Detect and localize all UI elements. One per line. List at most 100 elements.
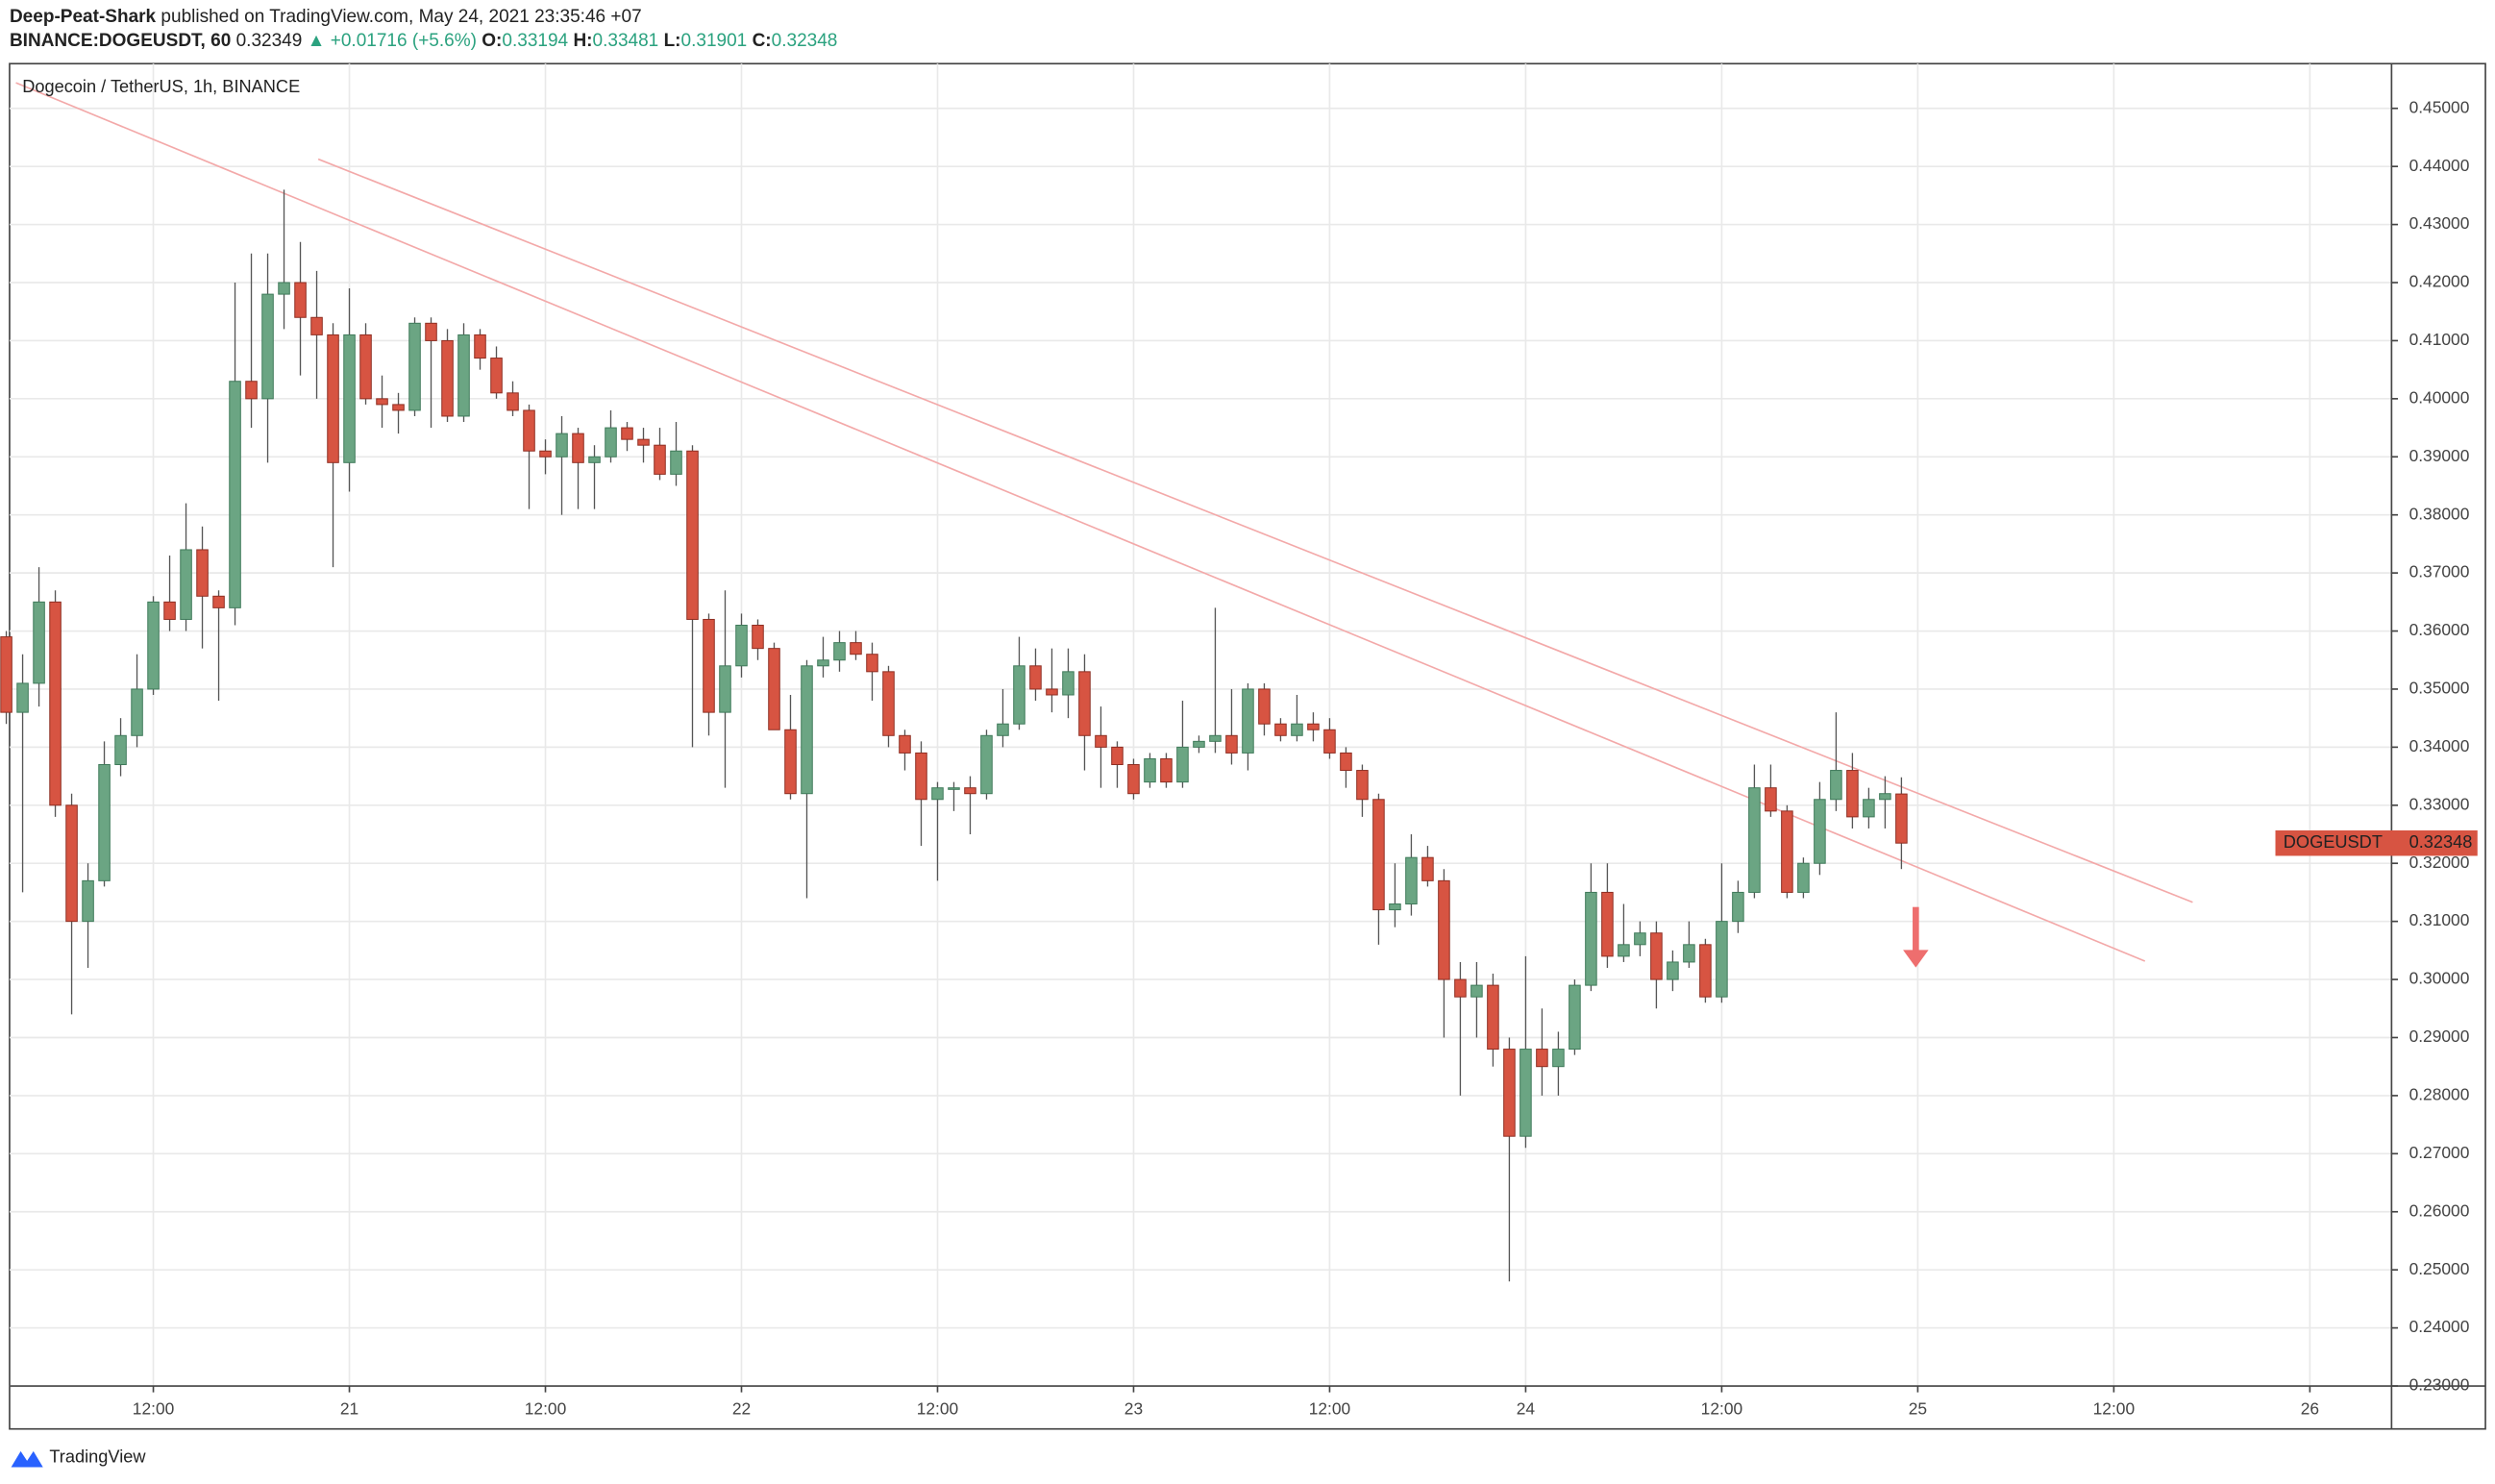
candle-body	[65, 804, 78, 923]
candle-body	[1078, 671, 1091, 736]
candle-body	[343, 334, 356, 463]
candle-body	[1323, 729, 1336, 754]
symbol-line: BINANCE:DOGEUSDT, 60 0.32349 ▲ +0.01716 …	[10, 31, 837, 51]
candle-body	[1242, 688, 1254, 754]
candle-body	[245, 381, 258, 400]
chart-legend: Dogecoin / TetherUS, 1h, BINANCE	[22, 77, 300, 96]
candle-body	[1863, 799, 1875, 818]
y-tick-label: 0.34000	[2409, 736, 2470, 755]
y-tick-label: 0.42000	[2409, 272, 2470, 291]
symbol: BINANCE:DOGEUSDT, 60	[10, 31, 231, 51]
price-tag-symbol: DOGEUSDT	[2284, 832, 2383, 852]
candle-body	[654, 444, 666, 475]
candle-body	[621, 427, 633, 440]
y-tick-label: 0.25000	[2409, 1259, 2470, 1278]
price-tag-bg	[2275, 829, 2478, 856]
candle-body	[1732, 891, 1744, 923]
candle-body	[1536, 1049, 1548, 1068]
candle-body	[82, 879, 94, 923]
candle-body	[408, 322, 421, 411]
candle-body	[0, 636, 12, 713]
candle-body	[1291, 723, 1303, 736]
candle-body	[1846, 770, 1859, 818]
candle-body	[1667, 961, 1679, 980]
y-tick-label: 0.26000	[2409, 1200, 2470, 1220]
candle-body	[1421, 856, 1434, 881]
candle-body	[16, 682, 29, 713]
candle-body	[1470, 984, 1483, 998]
candle-body	[1748, 787, 1761, 893]
y-tick-label: 0.29000	[2409, 1026, 2470, 1046]
candle-body	[1209, 734, 1222, 742]
candle-body	[1274, 723, 1287, 736]
candle-body	[556, 433, 568, 458]
candle-body	[1487, 984, 1499, 1051]
candle-body	[1127, 764, 1140, 795]
l-value: 0.31901	[681, 31, 748, 51]
candle-body	[359, 334, 372, 400]
candle-body	[114, 734, 127, 766]
y-tick-label: 0.35000	[2409, 679, 2470, 698]
candle-body	[1699, 944, 1712, 998]
candle-body	[637, 438, 650, 446]
outer-frame	[9, 62, 2486, 1430]
y-tick-label: 0.38000	[2409, 504, 2470, 523]
published: published on TradingView.com, May 24, 20…	[161, 7, 641, 27]
candle-body	[703, 618, 715, 713]
candle-body	[131, 688, 143, 736]
candle-body	[1814, 799, 1826, 864]
y-tick-label: 0.40000	[2409, 387, 2470, 407]
candle-body	[899, 734, 911, 754]
y-tick-label: 0.43000	[2409, 213, 2470, 233]
candle-body	[33, 601, 45, 684]
candle-body	[392, 404, 405, 411]
candle-body	[817, 659, 829, 667]
candle-body	[1601, 891, 1614, 957]
y-tick-label: 0.33000	[2409, 794, 2470, 813]
x-tick-label: 12:00	[133, 1398, 174, 1418]
candle-body	[915, 752, 927, 801]
y-tick-label: 0.23000	[2409, 1375, 2470, 1395]
candle-body	[735, 625, 748, 667]
y-tick-label: 0.39000	[2409, 446, 2470, 465]
c-value: 0.32348	[772, 31, 838, 51]
candle-body	[163, 601, 176, 620]
x-tick-label: 12:00	[1309, 1398, 1350, 1418]
candle-body	[310, 316, 323, 335]
y-tick-label: 0.31000	[2409, 910, 2470, 929]
y-tick-label: 0.24000	[2409, 1317, 2470, 1336]
candle-body	[327, 334, 339, 463]
candle-body	[1830, 770, 1842, 801]
candle-body	[1650, 932, 1663, 980]
h-value: 0.33481	[593, 31, 659, 51]
candle-body	[1797, 862, 1810, 893]
candle-body	[1372, 799, 1385, 911]
candle-body	[98, 764, 111, 881]
candle-body	[1095, 734, 1107, 748]
candle-body	[1405, 856, 1418, 905]
y-tick-label: 0.30000	[2409, 969, 2470, 988]
change: ▲ +0.01716 (+5.6%)	[308, 31, 477, 51]
c-label: C:	[753, 31, 772, 51]
candle-body	[1618, 944, 1630, 957]
candle-body	[588, 456, 601, 463]
candle-body	[376, 398, 388, 406]
candle-body	[850, 642, 862, 655]
x-tick-label: 21	[340, 1398, 358, 1418]
candle-body	[1193, 740, 1205, 748]
candle-body	[1013, 665, 1025, 725]
candle-body	[278, 282, 290, 295]
candle-body	[1389, 903, 1401, 911]
candle-body	[964, 787, 976, 795]
candle-body	[1144, 757, 1156, 783]
candle-body	[1176, 746, 1189, 783]
candle-body	[1503, 1049, 1516, 1137]
candle-body	[539, 450, 552, 458]
candle-body	[1569, 984, 1581, 1051]
y-tick-label: 0.32000	[2409, 853, 2470, 872]
candle-body	[931, 787, 944, 801]
candle-body	[1160, 757, 1173, 783]
candle-body	[1585, 891, 1597, 986]
y-tick-label: 0.27000	[2409, 1143, 2470, 1162]
price-tag-value: 0.32348	[2409, 832, 2473, 852]
